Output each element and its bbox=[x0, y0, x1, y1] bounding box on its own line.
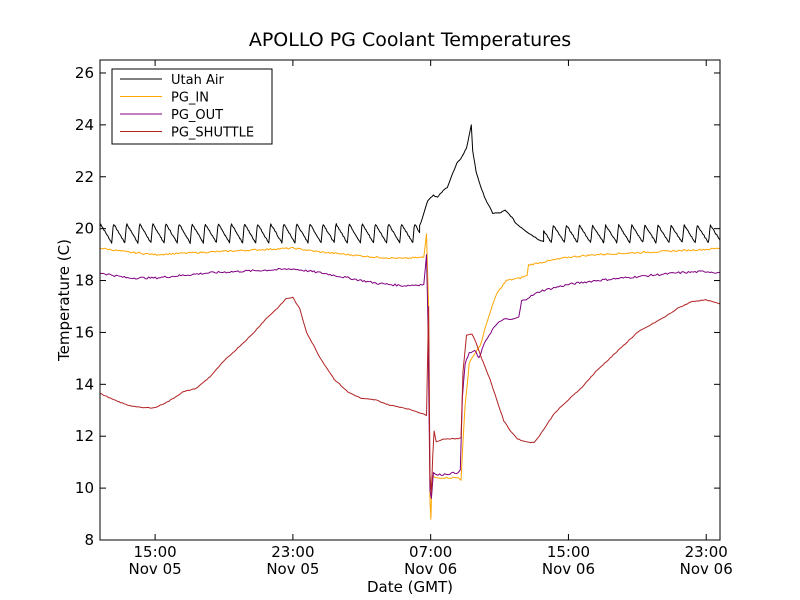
x-tick-label-date: Nov 05 bbox=[129, 560, 182, 578]
y-axis-label: Temperature (C) bbox=[55, 239, 73, 362]
y-tick-label: 12 bbox=[75, 427, 94, 445]
legend-label: PG_IN bbox=[171, 91, 209, 106]
y-tick-label: 14 bbox=[75, 375, 94, 393]
x-tick-label-date: Nov 05 bbox=[266, 560, 319, 578]
x-tick-label-time: 15:00 bbox=[133, 543, 176, 561]
x-tick-label-date: Nov 06 bbox=[680, 560, 733, 578]
series-layer bbox=[100, 124, 720, 520]
plot-frame bbox=[99, 59, 721, 541]
series-line-pg-out bbox=[100, 254, 720, 499]
x-tick-label-date: Nov 06 bbox=[404, 560, 457, 578]
x-tick-label-date: Nov 06 bbox=[542, 560, 595, 578]
x-tick-label-time: 07:00 bbox=[409, 543, 452, 561]
series-line-pg-in bbox=[100, 233, 720, 520]
legend-label: Utah Air bbox=[171, 73, 224, 88]
y-tick-label: 16 bbox=[75, 323, 94, 341]
x-tick-label-time: 15:00 bbox=[547, 543, 590, 561]
y-tick-label: 18 bbox=[75, 272, 94, 290]
series-group bbox=[100, 124, 720, 520]
x-tick-label-time: 23:00 bbox=[271, 543, 314, 561]
legend-label: PG_SHUTTLE bbox=[171, 126, 254, 141]
series-line-pg-shuttle bbox=[100, 296, 720, 494]
series-line-utah-air bbox=[100, 124, 720, 244]
chart-title: APOLLO PG Coolant Temperatures bbox=[249, 29, 571, 51]
x-tick-label-time: 23:00 bbox=[685, 543, 728, 561]
legend-label: PG_OUT bbox=[171, 108, 223, 123]
legend: Utah Air PG_IN PG_OUT PG_SHUTTLE bbox=[111, 68, 273, 145]
x-axis-label: Date (GMT) bbox=[367, 578, 453, 596]
y-tick-label: 20 bbox=[75, 220, 94, 238]
y-tick-label: 10 bbox=[75, 479, 94, 497]
y-tick-label: 26 bbox=[75, 64, 94, 82]
y-tick-label: 8 bbox=[84, 531, 94, 549]
y-tick-label: 24 bbox=[75, 116, 94, 134]
y-tick-label: 22 bbox=[75, 168, 94, 186]
